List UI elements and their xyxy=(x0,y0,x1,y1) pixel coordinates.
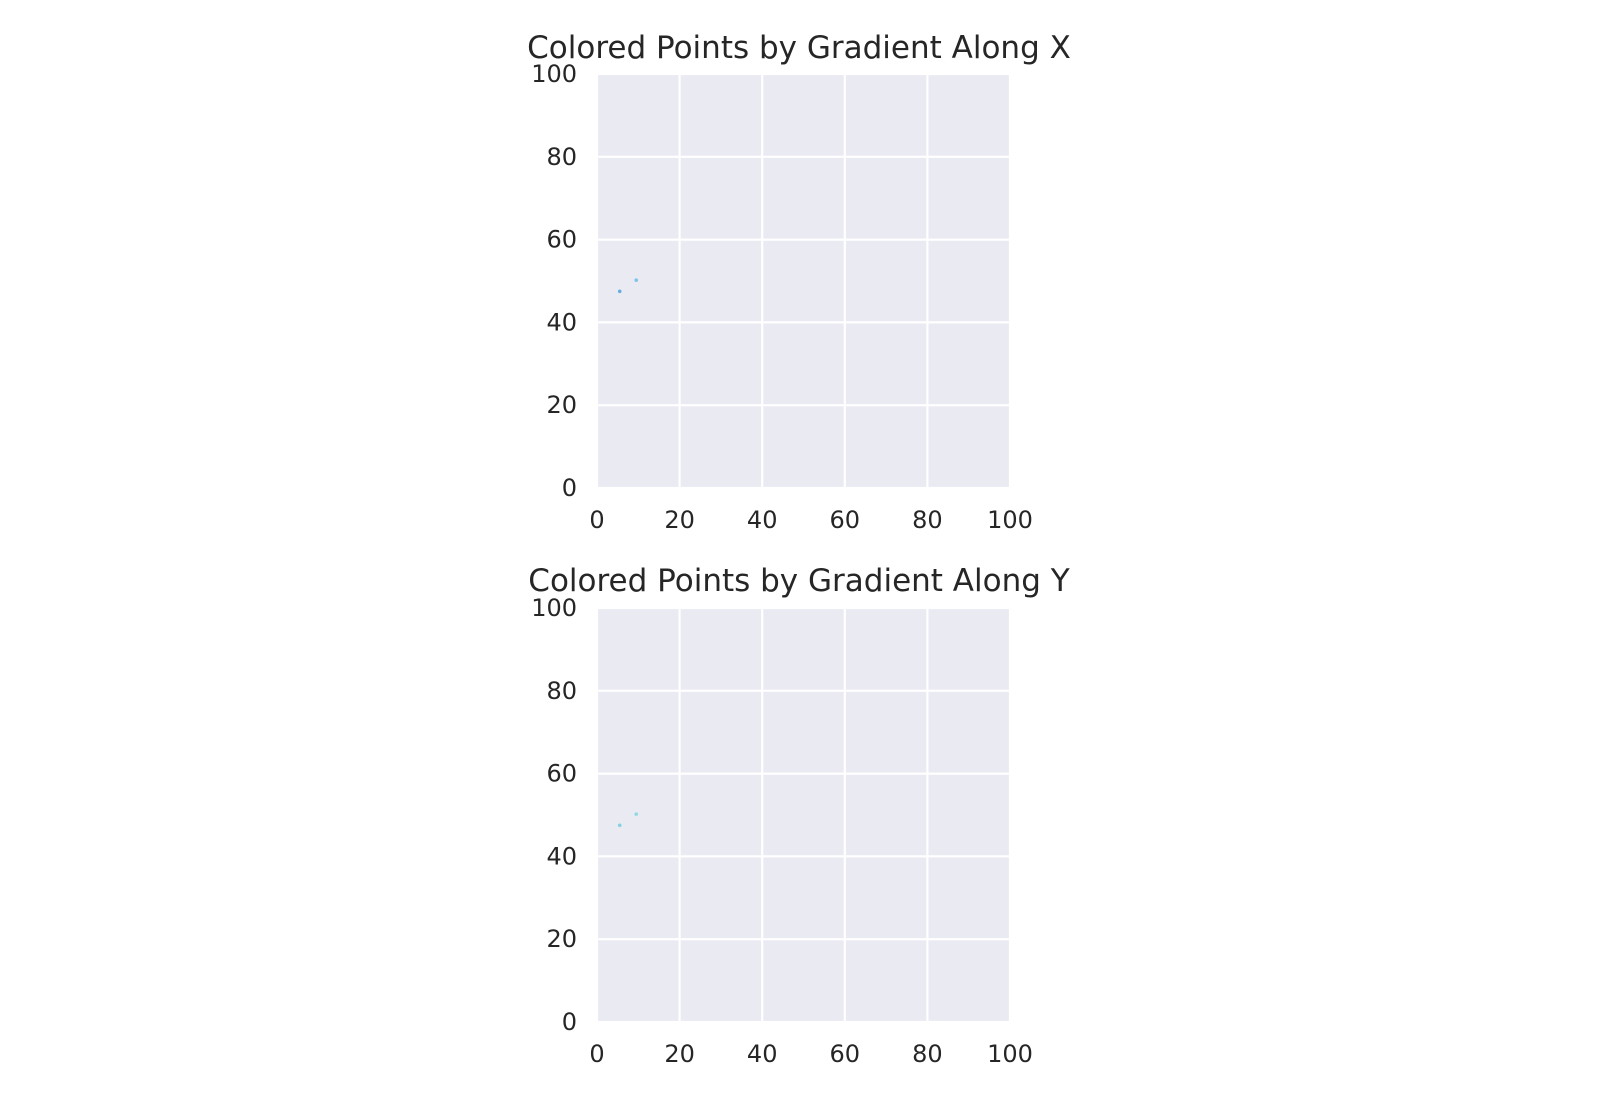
chart-panel-1: Colored Points by Gradient Along X 0 20 40… xyxy=(527,30,1071,534)
y-tick-label: 0 xyxy=(562,474,577,502)
x-tick-label: 40 xyxy=(747,506,778,534)
y-tick-label: 80 xyxy=(546,143,577,171)
y-tick-label: 100 xyxy=(531,594,577,622)
grid-1 xyxy=(595,72,1012,490)
y-tick-label: 60 xyxy=(546,760,577,788)
grid-2 xyxy=(595,606,1012,1024)
scatter-point xyxy=(634,278,639,282)
x-tick-label: 80 xyxy=(912,506,943,534)
chart-panel-2: Colored Points by Gradient Along Y 0 20 40… xyxy=(528,563,1069,1068)
chart-title-2: Colored Points by Gradient Along Y xyxy=(528,563,1069,599)
x-tick-label: 80 xyxy=(912,1040,943,1068)
plot-area-2 xyxy=(597,608,1010,1022)
x-tick-labels-1: 0 20 40 60 80 100 xyxy=(589,506,1033,534)
y-tick-labels-1: 0 20 40 60 80 100 xyxy=(531,60,577,502)
x-tick-label: 40 xyxy=(747,1040,778,1068)
y-tick-label: 20 xyxy=(546,391,577,419)
scatter-points-1 xyxy=(617,278,639,294)
x-tick-label: 60 xyxy=(830,506,861,534)
x-tick-label: 100 xyxy=(987,1040,1033,1068)
y-tick-label: 40 xyxy=(546,308,577,336)
plot-area-1 xyxy=(597,74,1010,488)
y-tick-label: 40 xyxy=(546,842,577,870)
y-tick-label: 20 xyxy=(546,925,577,953)
y-tick-labels-2: 0 20 40 60 80 100 xyxy=(531,594,577,1036)
scatter-points-2 xyxy=(617,812,639,828)
x-tick-label: 0 xyxy=(589,1040,604,1068)
scatter-point xyxy=(617,289,622,294)
scatter-point xyxy=(617,823,622,828)
x-tick-label: 20 xyxy=(664,1040,695,1068)
x-tick-label: 20 xyxy=(664,506,695,534)
y-tick-label: 80 xyxy=(546,677,577,705)
x-tick-label: 60 xyxy=(830,1040,861,1068)
y-tick-label: 100 xyxy=(531,60,577,88)
x-tick-label: 0 xyxy=(589,506,604,534)
x-tick-label: 100 xyxy=(987,506,1033,534)
y-tick-label: 60 xyxy=(546,226,577,254)
x-tick-labels-2: 0 20 40 60 80 100 xyxy=(589,1040,1033,1068)
chart-title-1: Colored Points by Gradient Along X xyxy=(527,30,1071,66)
y-tick-label: 0 xyxy=(562,1008,577,1036)
scatter-point xyxy=(634,812,639,816)
